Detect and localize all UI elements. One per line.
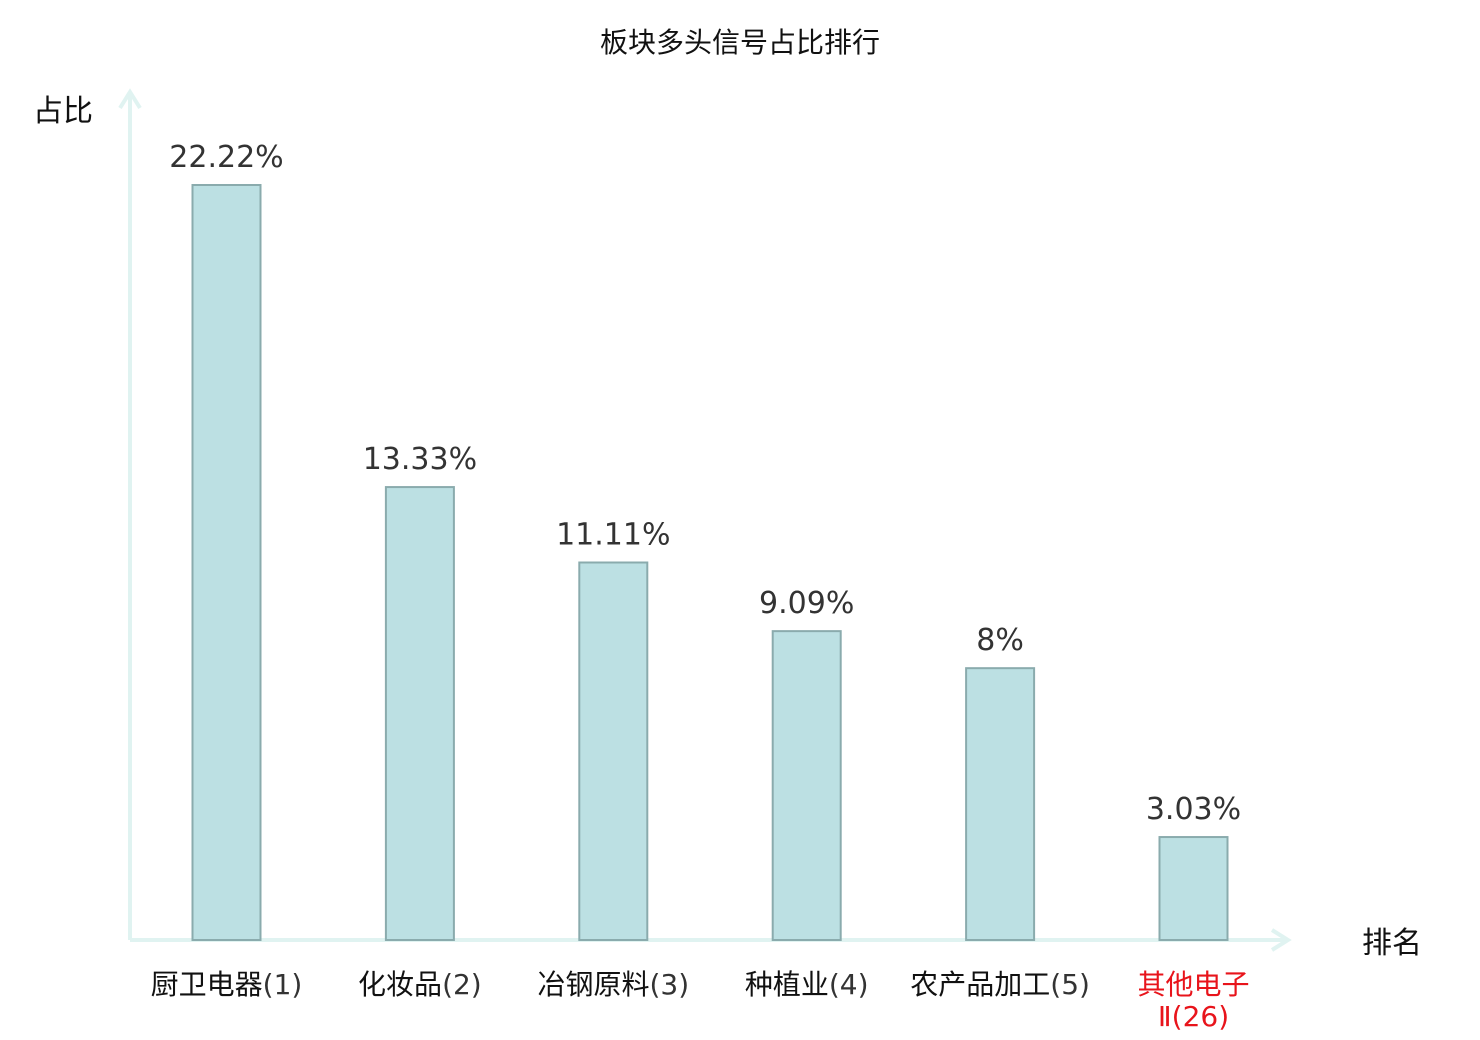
data-label: 8% [976, 623, 1024, 658]
x-tick-label: 化妆品(2) [358, 968, 482, 1001]
category-name: 种植业 [745, 968, 829, 1001]
bar [1158, 836, 1229, 942]
bar [965, 667, 1036, 941]
x-tick-label: 厨卫电器(1) [151, 968, 303, 1001]
bar [191, 184, 262, 941]
category-rank: (5) [1050, 968, 1090, 1001]
y-axis-label: 占比 [33, 94, 93, 129]
category-rank: (26) [1172, 1000, 1229, 1033]
category-rank: (4) [829, 968, 869, 1001]
y-axis-arrow [118, 88, 142, 110]
bar [578, 561, 649, 941]
x-tick-label: 冶钢原料(3) [537, 968, 689, 1001]
x-axis-arrow [1270, 928, 1292, 952]
bar [771, 630, 842, 941]
x-tick-label: 种植业(4) [745, 968, 869, 1001]
category-name: 其他电子 [1137, 968, 1249, 1001]
x-tick-label: Ⅱ(26) [1158, 1000, 1229, 1033]
data-label: 13.33% [363, 442, 477, 477]
category-name: 冶钢原料 [537, 968, 649, 1001]
category-rank: (2) [442, 968, 482, 1001]
category-name: Ⅱ [1158, 1000, 1172, 1033]
category-labels: 厨卫电器(1) 化妆品(2) 冶钢原料(3) 种植业(4) 农产品加工(5) 其他电子Ⅱ(… [151, 968, 1250, 1033]
bar [384, 486, 455, 941]
x-tick-label: 其他电子 [1137, 968, 1249, 1001]
data-label: 11.11% [556, 518, 670, 553]
category-name: 化妆品 [358, 968, 442, 1001]
bars [191, 184, 1229, 942]
x-axis-label: 排名 [1362, 926, 1422, 961]
value-labels: 22.22% 13.33% 11.11% 9.09% 8% 3.03% [169, 140, 1241, 827]
x-tick-label: 农产品加工(5) [910, 968, 1090, 1001]
chart-title: 板块多头信号占比排行 [600, 26, 880, 59]
axes [118, 88, 1292, 952]
data-label: 3.03% [1146, 792, 1241, 827]
category-rank: (3) [649, 968, 689, 1001]
category-name: 厨卫电器 [151, 968, 263, 1001]
data-label: 22.22% [169, 140, 283, 175]
data-label: 9.09% [759, 586, 854, 621]
category-rank: (1) [263, 968, 303, 1001]
category-name: 农产品加工 [910, 968, 1050, 1001]
